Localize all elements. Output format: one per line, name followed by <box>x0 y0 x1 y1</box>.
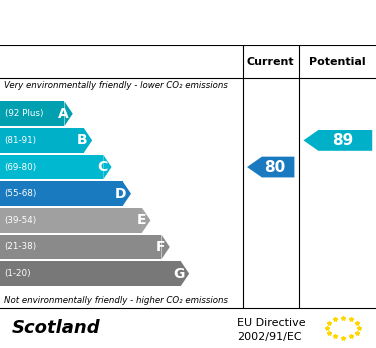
Bar <box>0 155 103 179</box>
Text: A: A <box>58 107 68 121</box>
Text: 89: 89 <box>332 133 353 148</box>
Text: B: B <box>77 133 88 148</box>
Text: C: C <box>97 160 107 174</box>
Text: Not environmentally friendly - higher CO₂ emissions: Not environmentally friendly - higher CO… <box>4 296 228 305</box>
Text: (69-80): (69-80) <box>5 163 37 172</box>
Polygon shape <box>84 128 92 153</box>
Text: Environmental Impact (CO₂) Rating: Environmental Impact (CO₂) Rating <box>30 14 346 29</box>
Text: EU Directive: EU Directive <box>237 318 306 328</box>
Bar <box>0 181 123 206</box>
Text: E: E <box>136 213 146 227</box>
Polygon shape <box>247 157 294 177</box>
Text: (55-68): (55-68) <box>5 189 37 198</box>
Text: Scotland: Scotland <box>11 319 100 337</box>
Text: D: D <box>115 187 126 201</box>
Bar <box>0 102 65 126</box>
Polygon shape <box>181 261 189 286</box>
Bar <box>0 208 142 232</box>
Text: 2002/91/EC: 2002/91/EC <box>237 332 302 342</box>
Text: (21-38): (21-38) <box>5 243 37 252</box>
Text: Current: Current <box>247 57 294 67</box>
Text: Very environmentally friendly - lower CO₂ emissions: Very environmentally friendly - lower CO… <box>4 81 227 90</box>
Bar <box>0 235 161 259</box>
Polygon shape <box>123 181 131 206</box>
Polygon shape <box>65 102 73 126</box>
Polygon shape <box>303 130 372 151</box>
Text: G: G <box>173 267 185 280</box>
Text: (1-20): (1-20) <box>5 269 31 278</box>
Text: (81-91): (81-91) <box>5 136 36 145</box>
Text: 80: 80 <box>265 159 286 175</box>
Polygon shape <box>161 235 170 259</box>
Text: (92 Plus): (92 Plus) <box>5 109 43 118</box>
Bar <box>0 128 84 153</box>
Bar <box>0 261 181 286</box>
Text: F: F <box>156 240 165 254</box>
Text: (39-54): (39-54) <box>5 216 37 225</box>
Polygon shape <box>142 208 150 232</box>
Polygon shape <box>103 155 112 179</box>
Text: Potential: Potential <box>309 57 366 67</box>
